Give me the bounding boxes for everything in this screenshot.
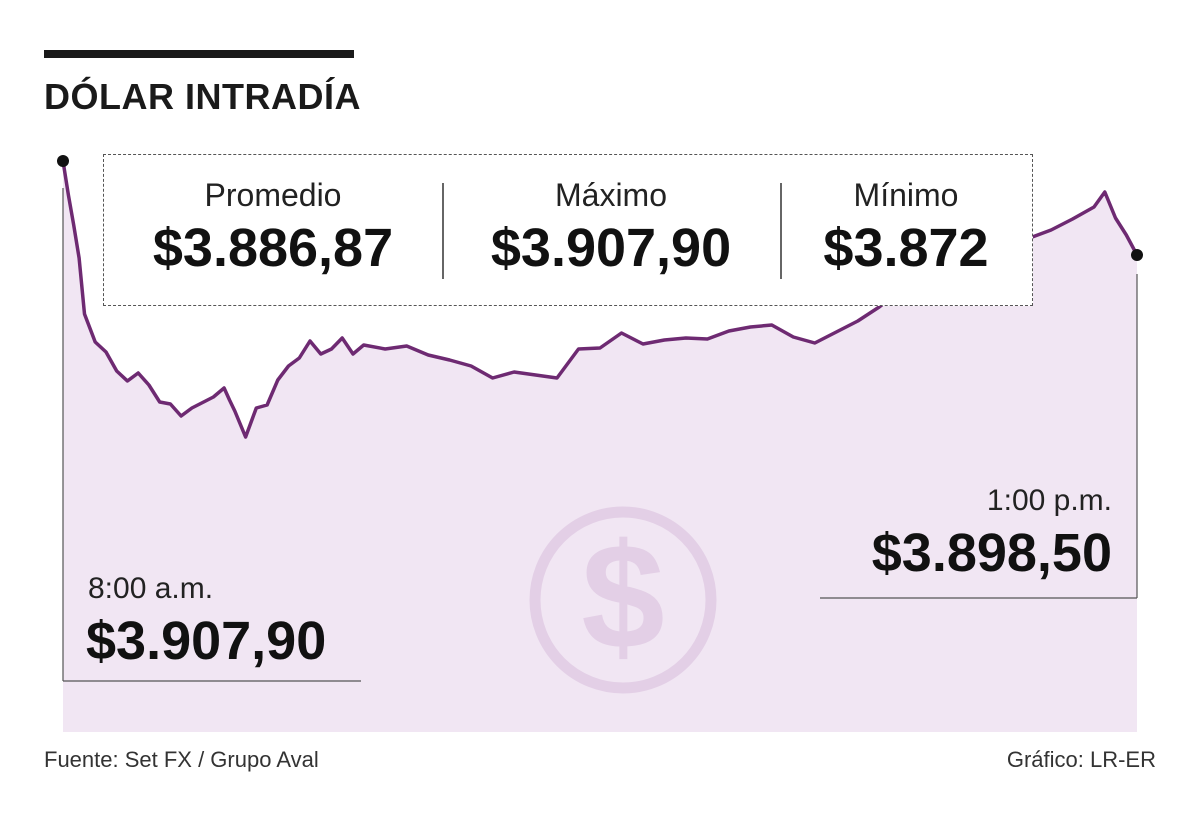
- stat-label: Promedio: [204, 177, 342, 213]
- stat-label: Máximo: [554, 177, 667, 213]
- stat-divider: [442, 183, 444, 279]
- stat-value: $3.907,90: [490, 218, 732, 278]
- open-price: $3.907,90: [86, 611, 327, 671]
- close-price: $3.898,50: [871, 523, 1112, 583]
- stat-minimum: Mínimo $3.872: [780, 155, 1032, 307]
- open-time: 8:00 a.m.: [88, 572, 214, 605]
- title-rule: [44, 50, 354, 58]
- stat-average: Promedio $3.886,87: [104, 155, 442, 307]
- stats-box: Promedio $3.886,87 Máximo $3.907,90 Míni…: [103, 154, 1033, 306]
- stat-value: $3.886,87: [152, 218, 394, 278]
- stat-label: Mínimo: [853, 177, 959, 213]
- stat-value: $3.872: [823, 218, 989, 278]
- stat-maximum: Máximo $3.907,90: [442, 155, 780, 307]
- area-fill: [63, 161, 1137, 732]
- source-note: Fuente: Set FX / Grupo Aval: [44, 747, 319, 772]
- chart-title: DÓLAR INTRADÍA: [44, 76, 361, 117]
- svg-text:$: $: [581, 512, 664, 680]
- dollar-coin-icon: $: [529, 506, 717, 694]
- close-point-marker: [1131, 249, 1143, 261]
- stat-divider: [780, 183, 782, 279]
- close-time: 1:00 p.m.: [986, 484, 1112, 517]
- open-point-marker: [57, 155, 69, 167]
- credit-note: Gráfico: LR-ER: [1006, 747, 1156, 772]
